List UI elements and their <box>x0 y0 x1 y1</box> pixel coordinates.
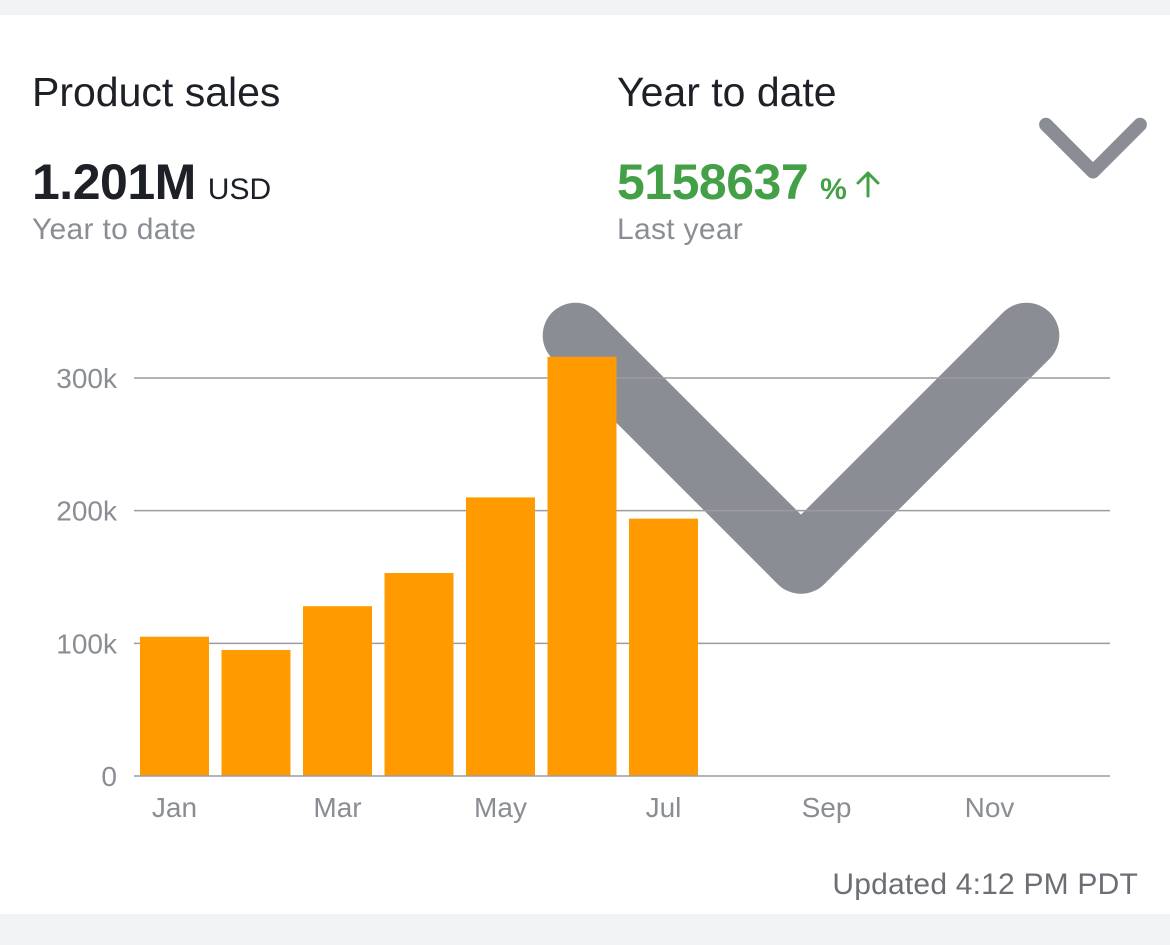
sales-unit: USD <box>207 173 272 206</box>
change-value: 5158637 <box>617 154 809 210</box>
sales-caption: Year to date <box>32 213 197 246</box>
bar-mar <box>303 606 372 776</box>
bar-jun <box>547 356 617 776</box>
sales-value: 1.201M <box>32 154 196 210</box>
bar-feb <box>221 649 291 776</box>
x-tick-label: Sep <box>802 792 852 823</box>
change-unit: % <box>820 173 847 206</box>
x-tick-label: Nov <box>965 792 1015 823</box>
change-metric: 5158637 % <box>617 153 883 211</box>
bar-may <box>466 497 535 776</box>
period-selector[interactable]: Year to date <box>617 67 837 117</box>
y-tick-label: 100k <box>56 628 118 659</box>
arrow-up-icon <box>856 171 880 198</box>
bar-apr <box>384 573 454 776</box>
x-tick-label: Jul <box>646 792 682 823</box>
chevron-down-icon[interactable] <box>1016 69 1170 223</box>
sales-metric: 1.201M USD <box>32 153 271 211</box>
period-selector-label: Year to date <box>617 68 837 115</box>
x-tick-label: May <box>474 792 527 823</box>
change-caption: Last year <box>617 213 744 246</box>
metric-selector[interactable]: Product sales <box>32 67 280 117</box>
updated-timestamp: Updated 4:12 PM PDT <box>832 868 1138 901</box>
x-tick-label: Jan <box>152 792 197 823</box>
y-tick-label: 0 <box>101 761 117 792</box>
bar-jul <box>629 518 698 776</box>
bar-jan <box>140 636 209 776</box>
y-tick-label: 300k <box>56 363 118 394</box>
x-tick-label: Mar <box>313 792 361 823</box>
metric-selector-label: Product sales <box>32 68 281 115</box>
chevron-down-icon[interactable] <box>432 69 1170 807</box>
y-tick-label: 200k <box>56 496 118 527</box>
